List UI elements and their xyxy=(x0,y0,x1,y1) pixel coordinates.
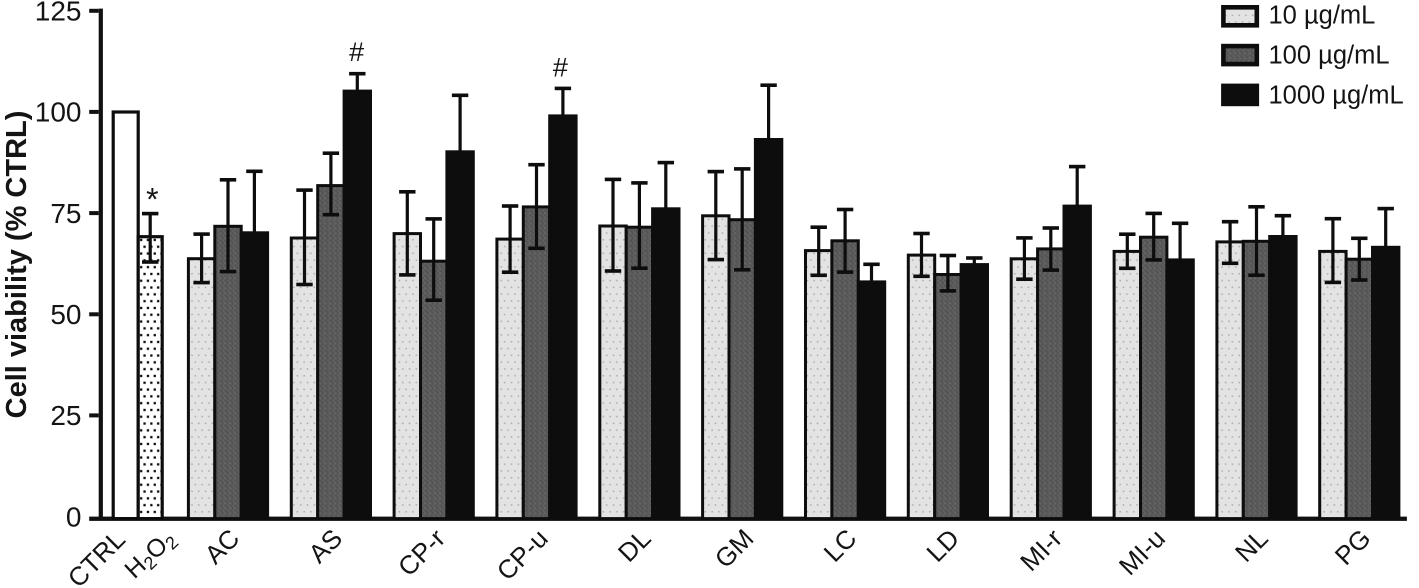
svg-text:10 µg/mL: 10 µg/mL xyxy=(1269,2,1376,30)
svg-text:Cell viability (% CTRL): Cell viability (% CTRL) xyxy=(1,111,33,419)
svg-text:AS: AS xyxy=(302,523,348,569)
svg-text:H2O2: H2O2 xyxy=(119,524,182,586)
svg-text:DL: DL xyxy=(612,523,657,568)
svg-text:0: 0 xyxy=(66,501,82,532)
svg-text:1000 µg/mL: 1000 µg/mL xyxy=(1269,81,1404,109)
svg-text:100 µg/mL: 100 µg/mL xyxy=(1269,42,1390,70)
svg-text:*: * xyxy=(146,182,158,218)
svg-text:CP-r: CP-r xyxy=(392,523,451,582)
svg-text:NL: NL xyxy=(1229,523,1274,568)
svg-text:MI-r: MI-r xyxy=(1014,523,1068,577)
svg-text:MI-u: MI-u xyxy=(1113,523,1171,581)
svg-text:CTRL: CTRL xyxy=(62,524,131,588)
svg-text:50: 50 xyxy=(50,299,81,330)
svg-text:PG: PG xyxy=(1329,523,1377,571)
svg-text:#: # xyxy=(349,37,364,67)
svg-text:100: 100 xyxy=(35,97,82,128)
svg-text:25: 25 xyxy=(50,400,81,431)
svg-text:#: # xyxy=(553,53,568,83)
svg-text:125: 125 xyxy=(35,0,82,27)
svg-text:GM: GM xyxy=(709,523,760,574)
svg-text:LD: LD xyxy=(920,523,965,568)
svg-text:75: 75 xyxy=(50,198,81,229)
svg-text:LC: LC xyxy=(818,523,863,568)
svg-text:CP-u: CP-u xyxy=(491,523,554,586)
svg-text:AC: AC xyxy=(198,523,245,570)
